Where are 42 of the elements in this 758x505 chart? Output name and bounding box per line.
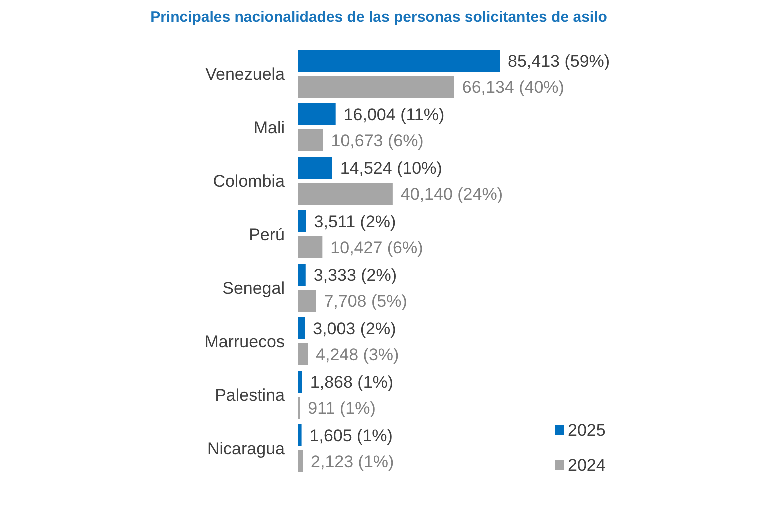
y-tick-label: Nicaragua <box>208 439 286 458</box>
legend-label: 2025 <box>568 420 606 440</box>
data-label: 85,413 (59%) <box>508 52 610 71</box>
bar <box>298 318 306 340</box>
bar <box>298 50 500 72</box>
bar <box>298 450 304 472</box>
data-label: 3,511 (2%) <box>314 212 396 232</box>
bar <box>298 210 306 232</box>
data-label: 1,605 (1%) <box>310 426 393 446</box>
y-tick-label: Marruecos <box>204 332 285 352</box>
data-label: 7,708 (5%) <box>324 292 408 311</box>
data-label: 10,673 (6%) <box>331 131 424 150</box>
bar <box>298 371 302 393</box>
data-label: 14,524 (10%) <box>340 158 442 178</box>
data-label: 2,123 (1%) <box>311 452 394 472</box>
chart-title: Principales nacionalidades de las personas solicitantes de asilo <box>150 9 608 26</box>
data-label: 66,134 (40%) <box>462 78 564 97</box>
bar <box>298 130 324 152</box>
bar <box>298 290 316 312</box>
bar <box>298 183 393 205</box>
data-label: 1,868 (1%) <box>310 372 394 392</box>
data-label: 40,140 (24%) <box>400 184 504 204</box>
y-tick-label: Perú <box>249 225 285 244</box>
bar <box>298 424 302 446</box>
data-label: 4,248 (3%) <box>316 345 400 364</box>
data-label: 3,333 (2%) <box>314 266 398 285</box>
bar <box>298 157 332 179</box>
y-tick-label: Senegal <box>222 278 285 298</box>
y-tick-label: Colombia <box>213 172 286 191</box>
y-tick-label: Mali <box>254 118 285 138</box>
y-tick-label: Palestina <box>215 386 286 405</box>
data-label: 3,003 (2%) <box>313 319 396 338</box>
data-label: 911 (1%) <box>308 398 376 418</box>
y-tick-label: Venezuela <box>206 64 286 84</box>
bar <box>298 76 454 98</box>
legend-label: 2024 <box>568 456 606 475</box>
data-label: 10,427 (6%) <box>330 238 424 258</box>
bar <box>298 264 306 286</box>
bar <box>298 344 308 366</box>
data-label: 16,004 (11%) <box>344 105 445 124</box>
bar <box>298 104 336 126</box>
bar <box>298 236 323 258</box>
